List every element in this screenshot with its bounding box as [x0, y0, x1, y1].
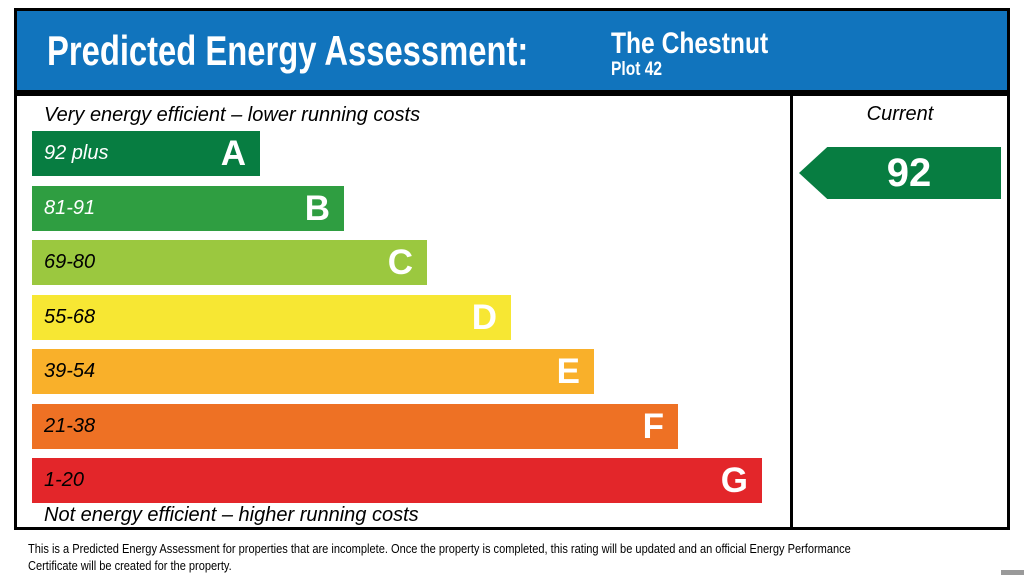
caption-top: Very energy efficient – lower running co…: [44, 104, 421, 126]
epc-band-row-d: 55-68 D: [32, 294, 511, 340]
current-label: Current: [866, 103, 934, 125]
disclaimer-text: This is a Predicted Energy Assessment fo…: [28, 540, 851, 574]
disclaimer-line-2: Certificate will be created for the prop…: [28, 558, 232, 573]
band-range: 55-68: [44, 305, 96, 328]
property-block: The Chestnut Plot 42: [611, 28, 768, 80]
current-rating-arrow: 92: [799, 147, 1001, 199]
disclaimer-line-1: This is a Predicted Energy Assessment fo…: [28, 541, 851, 556]
band-letter: E: [556, 352, 580, 391]
plot-number: Plot 42: [611, 59, 663, 80]
epc-band-row-g: 1-20 G: [32, 458, 762, 503]
band-range: 69-80: [44, 251, 96, 273]
epc-band-row-e: 39-54 E: [32, 349, 594, 394]
band-range: 21-38: [44, 414, 96, 437]
band-letter: B: [304, 188, 330, 228]
property-name: The Chestnut: [611, 27, 769, 60]
band-letter: D: [471, 297, 497, 337]
current-column: Current 92: [790, 96, 1007, 527]
header-banner: Predicted Energy Assessment: The Chestnu…: [14, 8, 1010, 93]
epc-band-row-b: 81-91 B: [32, 185, 344, 231]
band-letter: C: [387, 243, 413, 282]
band-letter: G: [720, 461, 748, 500]
page-title: Predicted Energy Assessment:: [47, 26, 529, 74]
bottom-right-artifact: [1001, 570, 1024, 575]
band-letter: F: [642, 406, 664, 446]
band-range: 1-20: [44, 469, 85, 491]
epc-band-row-f: 21-38 F: [32, 403, 678, 449]
epc-band-row-c: 69-80 C: [32, 240, 427, 285]
caption-bottom: Not energy efficient – higher running co…: [44, 504, 419, 526]
band-range: 81-91: [44, 196, 96, 219]
epc-band-row-a: 92 plus A: [32, 131, 260, 176]
epc-chart: Very energy efficient – lower running co…: [14, 93, 1010, 530]
band-range: 39-54: [44, 360, 96, 382]
current-rating-value: 92: [886, 151, 932, 195]
band-range: 92 plus: [44, 142, 109, 164]
band-letter: A: [220, 134, 246, 173]
